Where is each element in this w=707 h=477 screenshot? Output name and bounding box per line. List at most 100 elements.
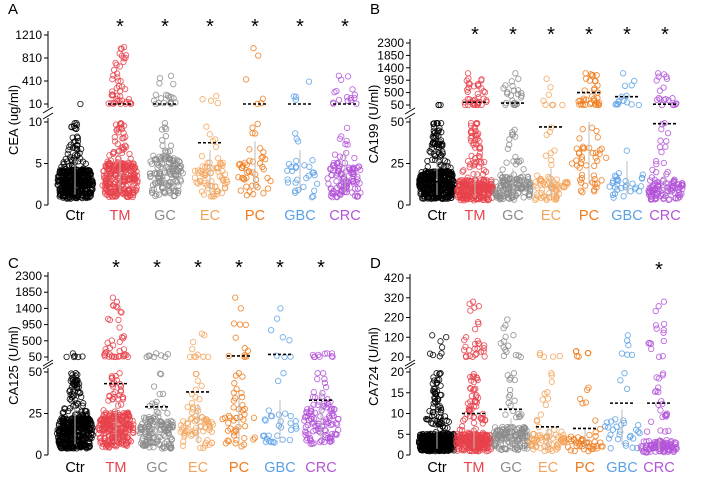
data-point — [84, 177, 91, 184]
data-point — [118, 186, 125, 194]
y-tick-label: 25 — [29, 407, 43, 421]
data-point — [275, 411, 283, 418]
data-point — [329, 194, 336, 201]
data-point — [103, 164, 110, 171]
data-point — [163, 174, 170, 182]
data-point — [444, 187, 451, 195]
data-point — [648, 345, 655, 353]
data-point — [545, 91, 552, 98]
data-point — [613, 176, 620, 184]
data-point — [537, 411, 544, 418]
data-point — [508, 78, 515, 85]
data-point — [480, 88, 487, 95]
data-point — [432, 133, 440, 140]
data-point — [449, 183, 456, 190]
data-point — [223, 176, 230, 184]
data-point — [543, 131, 550, 139]
data-point — [194, 167, 202, 174]
x-category-label: CRC — [649, 208, 680, 224]
data-point — [284, 179, 292, 186]
significance-star: * — [235, 257, 243, 279]
data-point — [237, 305, 244, 312]
x-category-label: Ctr — [65, 460, 85, 476]
data-point — [502, 333, 509, 340]
data-point — [250, 414, 258, 421]
data-point — [260, 149, 267, 156]
data-point — [431, 152, 438, 159]
data-point — [254, 120, 261, 128]
data-point — [177, 176, 184, 183]
series-GC: * — [146, 16, 186, 200]
series-Ctr — [53, 350, 96, 452]
series-Ctr — [54, 100, 97, 202]
data-point — [506, 141, 513, 149]
panel-label-D: D — [370, 255, 381, 272]
y-tick-label: 1850 — [15, 285, 42, 299]
data-point — [588, 72, 596, 79]
data-point — [434, 120, 441, 127]
data-point — [467, 122, 475, 129]
data-point — [109, 163, 116, 170]
series-GC: * — [492, 24, 534, 203]
data-point — [241, 435, 248, 442]
data-point — [628, 101, 635, 108]
data-point — [195, 436, 202, 443]
data-point — [439, 150, 446, 157]
data-point — [232, 294, 239, 301]
data-point — [357, 189, 364, 196]
data-point — [344, 73, 352, 80]
data-point — [542, 152, 549, 159]
data-point — [467, 307, 474, 314]
x-category-label: GC — [500, 460, 522, 476]
data-point — [241, 176, 248, 183]
data-point — [437, 176, 444, 184]
data-point — [540, 180, 547, 187]
data-point — [175, 171, 182, 178]
data-point — [72, 370, 79, 377]
data-point — [459, 168, 466, 175]
data-point — [548, 378, 555, 385]
series-CRC: * — [324, 16, 364, 201]
data-point — [168, 171, 175, 178]
series-CRC: * — [645, 24, 686, 204]
y-tick-label: 10 — [29, 115, 43, 129]
data-point — [184, 403, 191, 411]
data-point — [324, 175, 331, 182]
data-point — [109, 294, 117, 301]
data-point — [201, 177, 208, 185]
data-point — [245, 168, 252, 175]
significance-star: * — [585, 24, 593, 46]
series-TM: * — [99, 16, 141, 201]
x-category-label: GBC — [611, 208, 642, 224]
data-point — [582, 182, 589, 189]
data-point — [60, 161, 67, 168]
data-point — [117, 78, 124, 85]
data-point — [258, 154, 265, 162]
data-point — [343, 183, 350, 190]
data-point — [241, 159, 249, 166]
data-point — [460, 167, 467, 174]
data-point — [549, 353, 557, 360]
series-CRC: * — [637, 259, 680, 456]
data-point — [87, 190, 95, 197]
data-point — [333, 178, 340, 185]
y-tick-label: 420 — [384, 271, 404, 285]
data-point — [576, 149, 583, 156]
data-point — [241, 423, 249, 430]
data-point — [150, 383, 158, 390]
data-point — [160, 188, 167, 195]
data-point — [663, 189, 671, 196]
data-point — [251, 130, 259, 137]
data-point — [74, 141, 81, 149]
data-point — [201, 179, 208, 187]
data-point — [317, 413, 324, 420]
data-point — [198, 153, 206, 160]
data-point — [213, 187, 220, 195]
data-point — [73, 192, 80, 199]
data-point — [350, 180, 357, 187]
data-point — [201, 170, 209, 177]
data-point — [435, 101, 442, 109]
data-point — [589, 149, 597, 157]
data-point — [420, 184, 427, 192]
y-axis-title: CEA (ug/ml) — [6, 85, 21, 155]
